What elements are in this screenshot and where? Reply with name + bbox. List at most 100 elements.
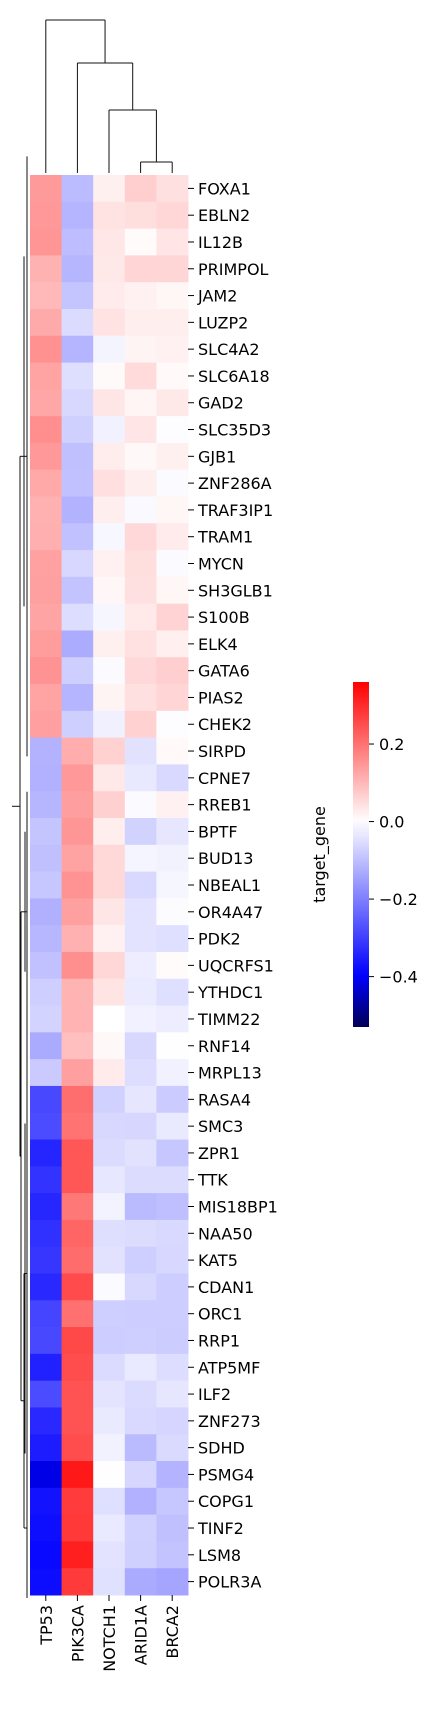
column-label: BRCA2 xyxy=(163,1605,182,1659)
heatmap-cell xyxy=(61,282,94,310)
heatmap-cell xyxy=(156,1434,189,1462)
heatmap-cell xyxy=(156,1273,189,1301)
heatmap-cell xyxy=(93,1380,126,1408)
heatmap-cell xyxy=(124,1246,157,1274)
heatmap-cell xyxy=(61,710,94,739)
row-label: FOXA1 xyxy=(198,179,251,198)
row-label: MIS18BP1 xyxy=(198,1198,278,1217)
row-label: ZPR1 xyxy=(198,1144,240,1163)
heatmap-cell xyxy=(93,925,126,953)
heatmap-cell xyxy=(124,898,157,926)
heatmap-cell xyxy=(61,201,94,230)
row-label: EBLN2 xyxy=(198,206,250,225)
heatmap-cell xyxy=(30,1487,63,1516)
heatmap-cell xyxy=(93,442,126,471)
heatmap-cell xyxy=(156,389,189,417)
heatmap-cell xyxy=(156,1380,189,1408)
heatmap-cell xyxy=(156,362,189,390)
row-label: S100B xyxy=(198,608,250,627)
row-label: GAD2 xyxy=(198,394,244,413)
heatmap-cell xyxy=(156,684,189,712)
heatmap-cell xyxy=(93,1059,126,1087)
row-label: NAA50 xyxy=(198,1224,253,1243)
heatmap-cell xyxy=(93,1273,126,1301)
heatmap-cell xyxy=(93,951,126,980)
heatmap-cell xyxy=(61,844,94,873)
heatmap-cell xyxy=(124,1541,157,1569)
heatmap-cell xyxy=(61,951,94,980)
heatmap-cell xyxy=(156,1005,189,1033)
heatmap-cell xyxy=(93,523,126,551)
heatmap-cell xyxy=(124,1487,157,1516)
row-label: SIRPD xyxy=(198,742,246,761)
heatmap-cell xyxy=(93,416,126,444)
heatmap-cell xyxy=(124,1407,157,1435)
heatmap-cell xyxy=(156,925,189,953)
heatmap-cell xyxy=(61,1514,94,1542)
heatmap-cell xyxy=(124,523,157,551)
heatmap-cell xyxy=(30,871,63,899)
heatmap-cell xyxy=(124,1273,157,1301)
row-label: IL12B xyxy=(198,233,243,252)
heatmap-cell xyxy=(124,282,157,310)
heatmap-cell xyxy=(30,469,63,498)
heatmap-cell xyxy=(30,737,63,765)
heatmap-cell xyxy=(61,523,94,551)
heatmap-cell xyxy=(124,308,157,337)
heatmap-cell xyxy=(93,844,126,873)
heatmap-cell xyxy=(30,1059,63,1087)
heatmap-cell xyxy=(124,603,157,631)
heatmap-cell xyxy=(124,228,157,256)
row-label: COPG1 xyxy=(198,1492,254,1511)
heatmap-cell xyxy=(124,630,157,658)
heatmap-cell xyxy=(156,1193,189,1221)
row-label: PSMG4 xyxy=(198,1465,254,1484)
heatmap-cell xyxy=(30,1568,63,1596)
heatmap-cell xyxy=(30,1193,63,1221)
heatmap-cell xyxy=(124,496,157,524)
heatmap-cell xyxy=(93,1407,126,1435)
heatmap-cell xyxy=(124,737,157,765)
row-label: BPTF xyxy=(198,822,238,841)
heatmap-cell xyxy=(61,362,94,390)
heatmap-cell xyxy=(156,416,189,444)
heatmap-cell xyxy=(124,1568,157,1596)
heatmap-cell xyxy=(156,1353,189,1382)
heatmap-cell xyxy=(61,684,94,712)
heatmap-cell xyxy=(124,1166,157,1194)
heatmap-cell xyxy=(30,308,63,337)
row-label: TIMM22 xyxy=(197,1010,260,1029)
heatmap-cell xyxy=(30,335,63,364)
heatmap-cell xyxy=(93,978,126,1007)
heatmap-cell xyxy=(156,576,189,605)
heatmap-cell xyxy=(124,389,157,417)
heatmap-cell xyxy=(156,710,189,739)
heatmap-cell xyxy=(124,657,157,685)
heatmap-cell xyxy=(156,1487,189,1516)
heatmap-cell xyxy=(30,898,63,926)
row-label: NBEAL1 xyxy=(198,876,261,895)
heatmap-cell xyxy=(93,550,126,578)
heatmap-cell xyxy=(156,1139,189,1167)
heatmap-cell xyxy=(93,255,126,283)
row-label: RNF14 xyxy=(198,1037,251,1056)
row-label: ILF2 xyxy=(198,1385,231,1404)
column-dendrogram xyxy=(45,19,173,173)
heatmap-cell xyxy=(30,1541,63,1569)
heatmap-cell xyxy=(93,1353,126,1382)
heatmap-cell xyxy=(156,1568,189,1596)
heatmap-cell xyxy=(124,1327,157,1355)
heatmap-cell xyxy=(61,1461,94,1489)
heatmap-cell xyxy=(156,1112,189,1141)
row-label: ELK4 xyxy=(198,635,238,654)
heatmap-cell xyxy=(156,791,189,819)
heatmap-cell xyxy=(93,1193,126,1221)
row-label: ORC1 xyxy=(198,1305,242,1324)
heatmap-cell xyxy=(61,737,94,765)
heatmap-cell xyxy=(61,1112,94,1141)
colorbar-tick-label: −0.2 xyxy=(379,890,418,909)
row-label: TRAM1 xyxy=(197,528,253,547)
heatmap-cell xyxy=(30,1380,63,1408)
heatmap-cell xyxy=(30,791,63,819)
column-label: ARID1A xyxy=(132,1605,151,1665)
